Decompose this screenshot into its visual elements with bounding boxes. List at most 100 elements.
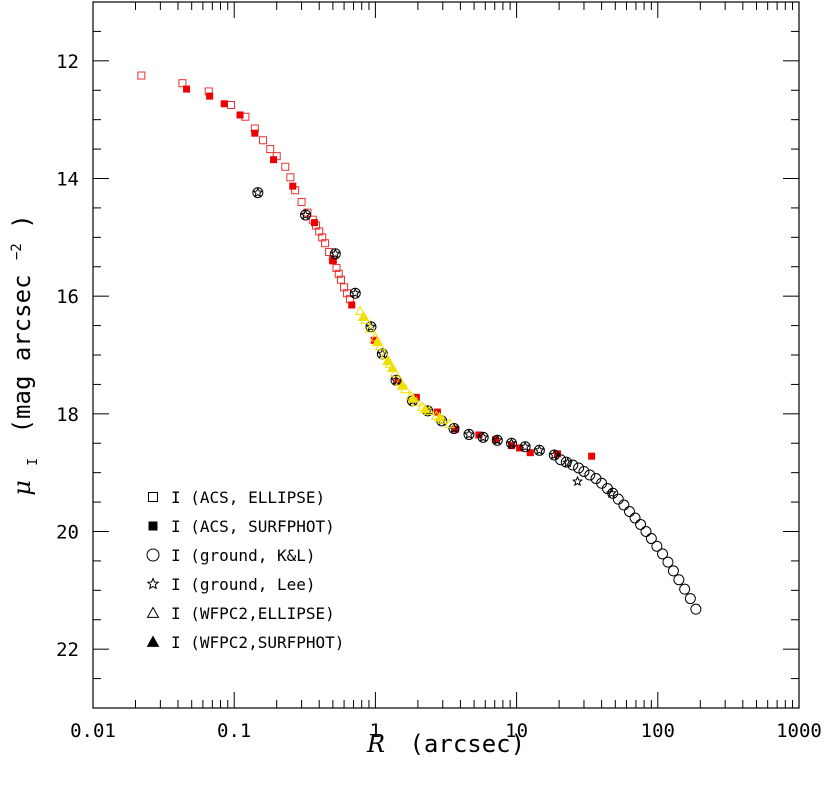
data-point	[365, 320, 377, 332]
data-point	[286, 173, 295, 182]
data-point	[336, 275, 345, 284]
series-3	[252, 186, 618, 498]
data-point	[266, 145, 275, 154]
x-tick-label: 0.1	[217, 720, 251, 742]
x-tick-label: 1	[370, 720, 381, 742]
data-point	[396, 380, 408, 390]
x-tick-label: 100	[641, 720, 675, 742]
data-point	[364, 322, 376, 333]
y-axis-close: )	[8, 214, 36, 228]
data-point	[379, 349, 391, 360]
data-point	[334, 269, 343, 278]
y-axis-symbol: μ	[8, 480, 36, 496]
y-tick-label: 16	[56, 286, 79, 308]
x-axis-label: R (arcsec)	[366, 730, 525, 758]
data-point	[297, 198, 306, 207]
data-point	[300, 209, 312, 220]
data-point	[251, 129, 259, 137]
y-tick-label: 22	[56, 639, 79, 661]
data-point	[463, 428, 475, 440]
y-tick-label: 12	[56, 51, 79, 73]
y-tick-labels: 12 14 16 18 20 22	[56, 51, 79, 661]
data-point	[407, 393, 419, 403]
series-0	[137, 71, 354, 304]
data-point	[526, 449, 534, 457]
data-point	[227, 100, 236, 109]
data-point	[389, 367, 401, 377]
data-point	[348, 301, 356, 309]
data-point	[612, 493, 624, 505]
data-point	[318, 233, 327, 242]
data-point	[588, 452, 596, 460]
data-point	[571, 475, 584, 487]
data-point	[629, 512, 641, 524]
series-1	[183, 85, 596, 460]
data-point	[357, 311, 369, 321]
data-point	[607, 487, 619, 499]
data-point	[183, 85, 191, 93]
x-axis-unit: (arcsec)	[409, 730, 525, 758]
legend-marker	[148, 521, 158, 531]
data-point	[321, 239, 330, 248]
data-point	[618, 499, 630, 511]
data-point	[310, 219, 318, 227]
data-point	[434, 411, 445, 422]
data-point	[679, 583, 691, 595]
data-point	[252, 186, 264, 198]
data-point	[505, 437, 518, 448]
x-tick-label: 10	[505, 720, 528, 742]
data-point	[332, 263, 341, 272]
data-point	[623, 505, 635, 517]
data-point	[651, 540, 663, 552]
data-point	[289, 182, 297, 190]
data-point	[340, 283, 349, 292]
data-point	[206, 92, 214, 100]
data-point	[657, 548, 669, 560]
x-tick-labels: 0.01 0.1 1 10 100 1000	[70, 720, 822, 742]
legend-label: I (WFPC2,SURFPHOT)	[171, 633, 344, 652]
data-point	[220, 100, 228, 108]
data-point	[281, 162, 290, 171]
y-tick-label: 18	[56, 404, 79, 426]
data-point	[635, 518, 647, 530]
data-point	[578, 465, 590, 477]
legend-label: I (ACS, ELLIPSE)	[171, 488, 325, 507]
data-point	[354, 305, 366, 315]
data-point	[259, 136, 268, 145]
x-tick-label: 1000	[776, 720, 822, 742]
data-point	[370, 336, 378, 344]
legend-label: I (ground, Lee)	[171, 575, 316, 594]
legend-label: I (ground, K&L)	[171, 546, 316, 565]
data-point	[562, 456, 574, 468]
x-axis-symbol: R	[366, 730, 385, 758]
data-point	[270, 156, 278, 164]
data-point	[477, 431, 489, 443]
data-point	[178, 79, 187, 88]
legend-marker	[146, 577, 160, 590]
data-point	[315, 227, 324, 236]
data-point	[584, 469, 596, 481]
data-point	[667, 565, 679, 577]
data-point	[662, 556, 674, 568]
plot-frame	[92, 1, 800, 709]
y-axis-exponent: −2	[9, 243, 25, 260]
legend-marker	[146, 548, 160, 562]
legend-label: I (WFPC2,ELLIPSE)	[171, 604, 335, 623]
y-axis-label: μ I (mag arcsec −2 )	[0, 214, 43, 496]
y-axis-subscript: I	[26, 458, 41, 466]
data-point	[605, 487, 618, 498]
data-point	[519, 440, 531, 452]
data-point	[573, 462, 585, 474]
axis-ticks	[92, 1, 800, 709]
data-point	[640, 526, 652, 537]
data-point	[349, 287, 361, 298]
legend-label: I (ACS, SURFPHOT)	[171, 517, 335, 536]
data-point	[329, 248, 341, 259]
data-point	[492, 436, 500, 444]
legend: I (ACS, ELLIPSE) I (ACS, SURFPHOT) I (grou…	[146, 488, 344, 652]
data-point	[419, 403, 431, 414]
data-point	[491, 434, 503, 446]
data-point	[690, 603, 702, 615]
legend-marker	[148, 492, 158, 502]
